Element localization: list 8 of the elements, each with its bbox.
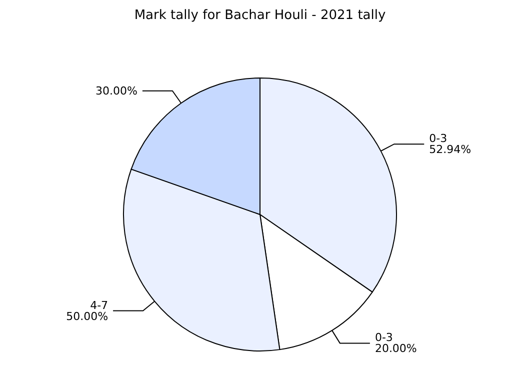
slice-label: 4-7 xyxy=(90,298,108,312)
chart-title: Mark tally for Bachar Houli - 2021 tally xyxy=(134,8,386,23)
slice-label: 0-3 xyxy=(429,132,448,146)
data-label: 52.94% xyxy=(429,143,472,156)
data-label: 50.00% xyxy=(66,310,108,323)
data-label: 30.00% xyxy=(95,84,138,98)
slice-label: 0-3 xyxy=(374,331,393,344)
data-label: 20.00% xyxy=(374,342,417,356)
